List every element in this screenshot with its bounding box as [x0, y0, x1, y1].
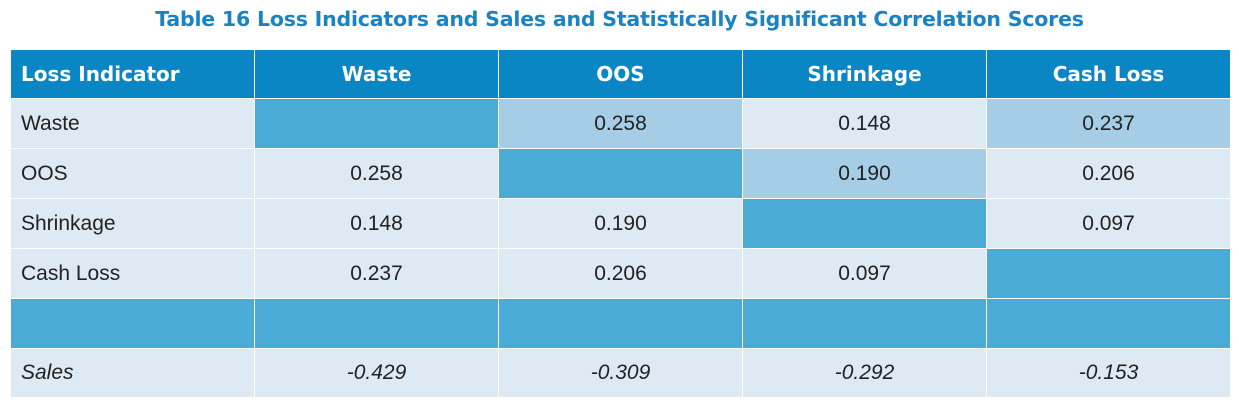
header-oos: OOS [499, 50, 742, 98]
spacer-cell [743, 299, 986, 348]
cell-waste-cash-loss: 0.237 [987, 99, 1230, 148]
cell-shrinkage-shrinkage [743, 199, 986, 248]
row-label-cash-loss: Cash Loss [11, 249, 254, 298]
cell-oos-shrinkage: 0.190 [743, 149, 986, 198]
cell-waste-oos: 0.258 [499, 99, 742, 148]
cell-shrinkage-waste: 0.148 [255, 199, 498, 248]
cell-oos-waste: 0.258 [255, 149, 498, 198]
correlation-table: Loss Indicator Waste OOS Shrinkage Cash … [11, 50, 1230, 397]
cell-waste-waste [255, 99, 498, 148]
spacer-cell [11, 299, 254, 348]
header-cash-loss: Cash Loss [987, 50, 1230, 98]
header-waste: Waste [255, 50, 498, 98]
cell-oos-oos [499, 149, 742, 198]
row-label-sales: Sales [11, 349, 254, 397]
cell-sales-cash-loss: -0.153 [987, 349, 1230, 397]
spacer-cell [255, 299, 498, 348]
cell-oos-cash-loss: 0.206 [987, 149, 1230, 198]
cell-sales-shrinkage: -0.292 [743, 349, 986, 397]
row-label-waste: Waste [11, 99, 254, 148]
cell-sales-oos: -0.309 [499, 349, 742, 397]
cell-shrinkage-cash-loss: 0.097 [987, 199, 1230, 248]
cell-cash-loss-waste: 0.237 [255, 249, 498, 298]
header-shrinkage: Shrinkage [743, 50, 986, 98]
cell-cash-loss-cash-loss [987, 249, 1230, 298]
spacer-cell [987, 299, 1230, 348]
cell-waste-shrinkage: 0.148 [743, 99, 986, 148]
row-label-oos: OOS [11, 149, 254, 198]
table-caption: Table 16 Loss Indicators and Sales and S… [155, 7, 1084, 31]
cell-sales-waste: -0.429 [255, 349, 498, 397]
cell-cash-loss-oos: 0.206 [499, 249, 742, 298]
cell-cash-loss-shrinkage: 0.097 [743, 249, 986, 298]
cell-shrinkage-oos: 0.190 [499, 199, 742, 248]
row-label-shrinkage: Shrinkage [11, 199, 254, 248]
header-loss-indicator: Loss Indicator [11, 50, 254, 98]
spacer-cell [499, 299, 742, 348]
